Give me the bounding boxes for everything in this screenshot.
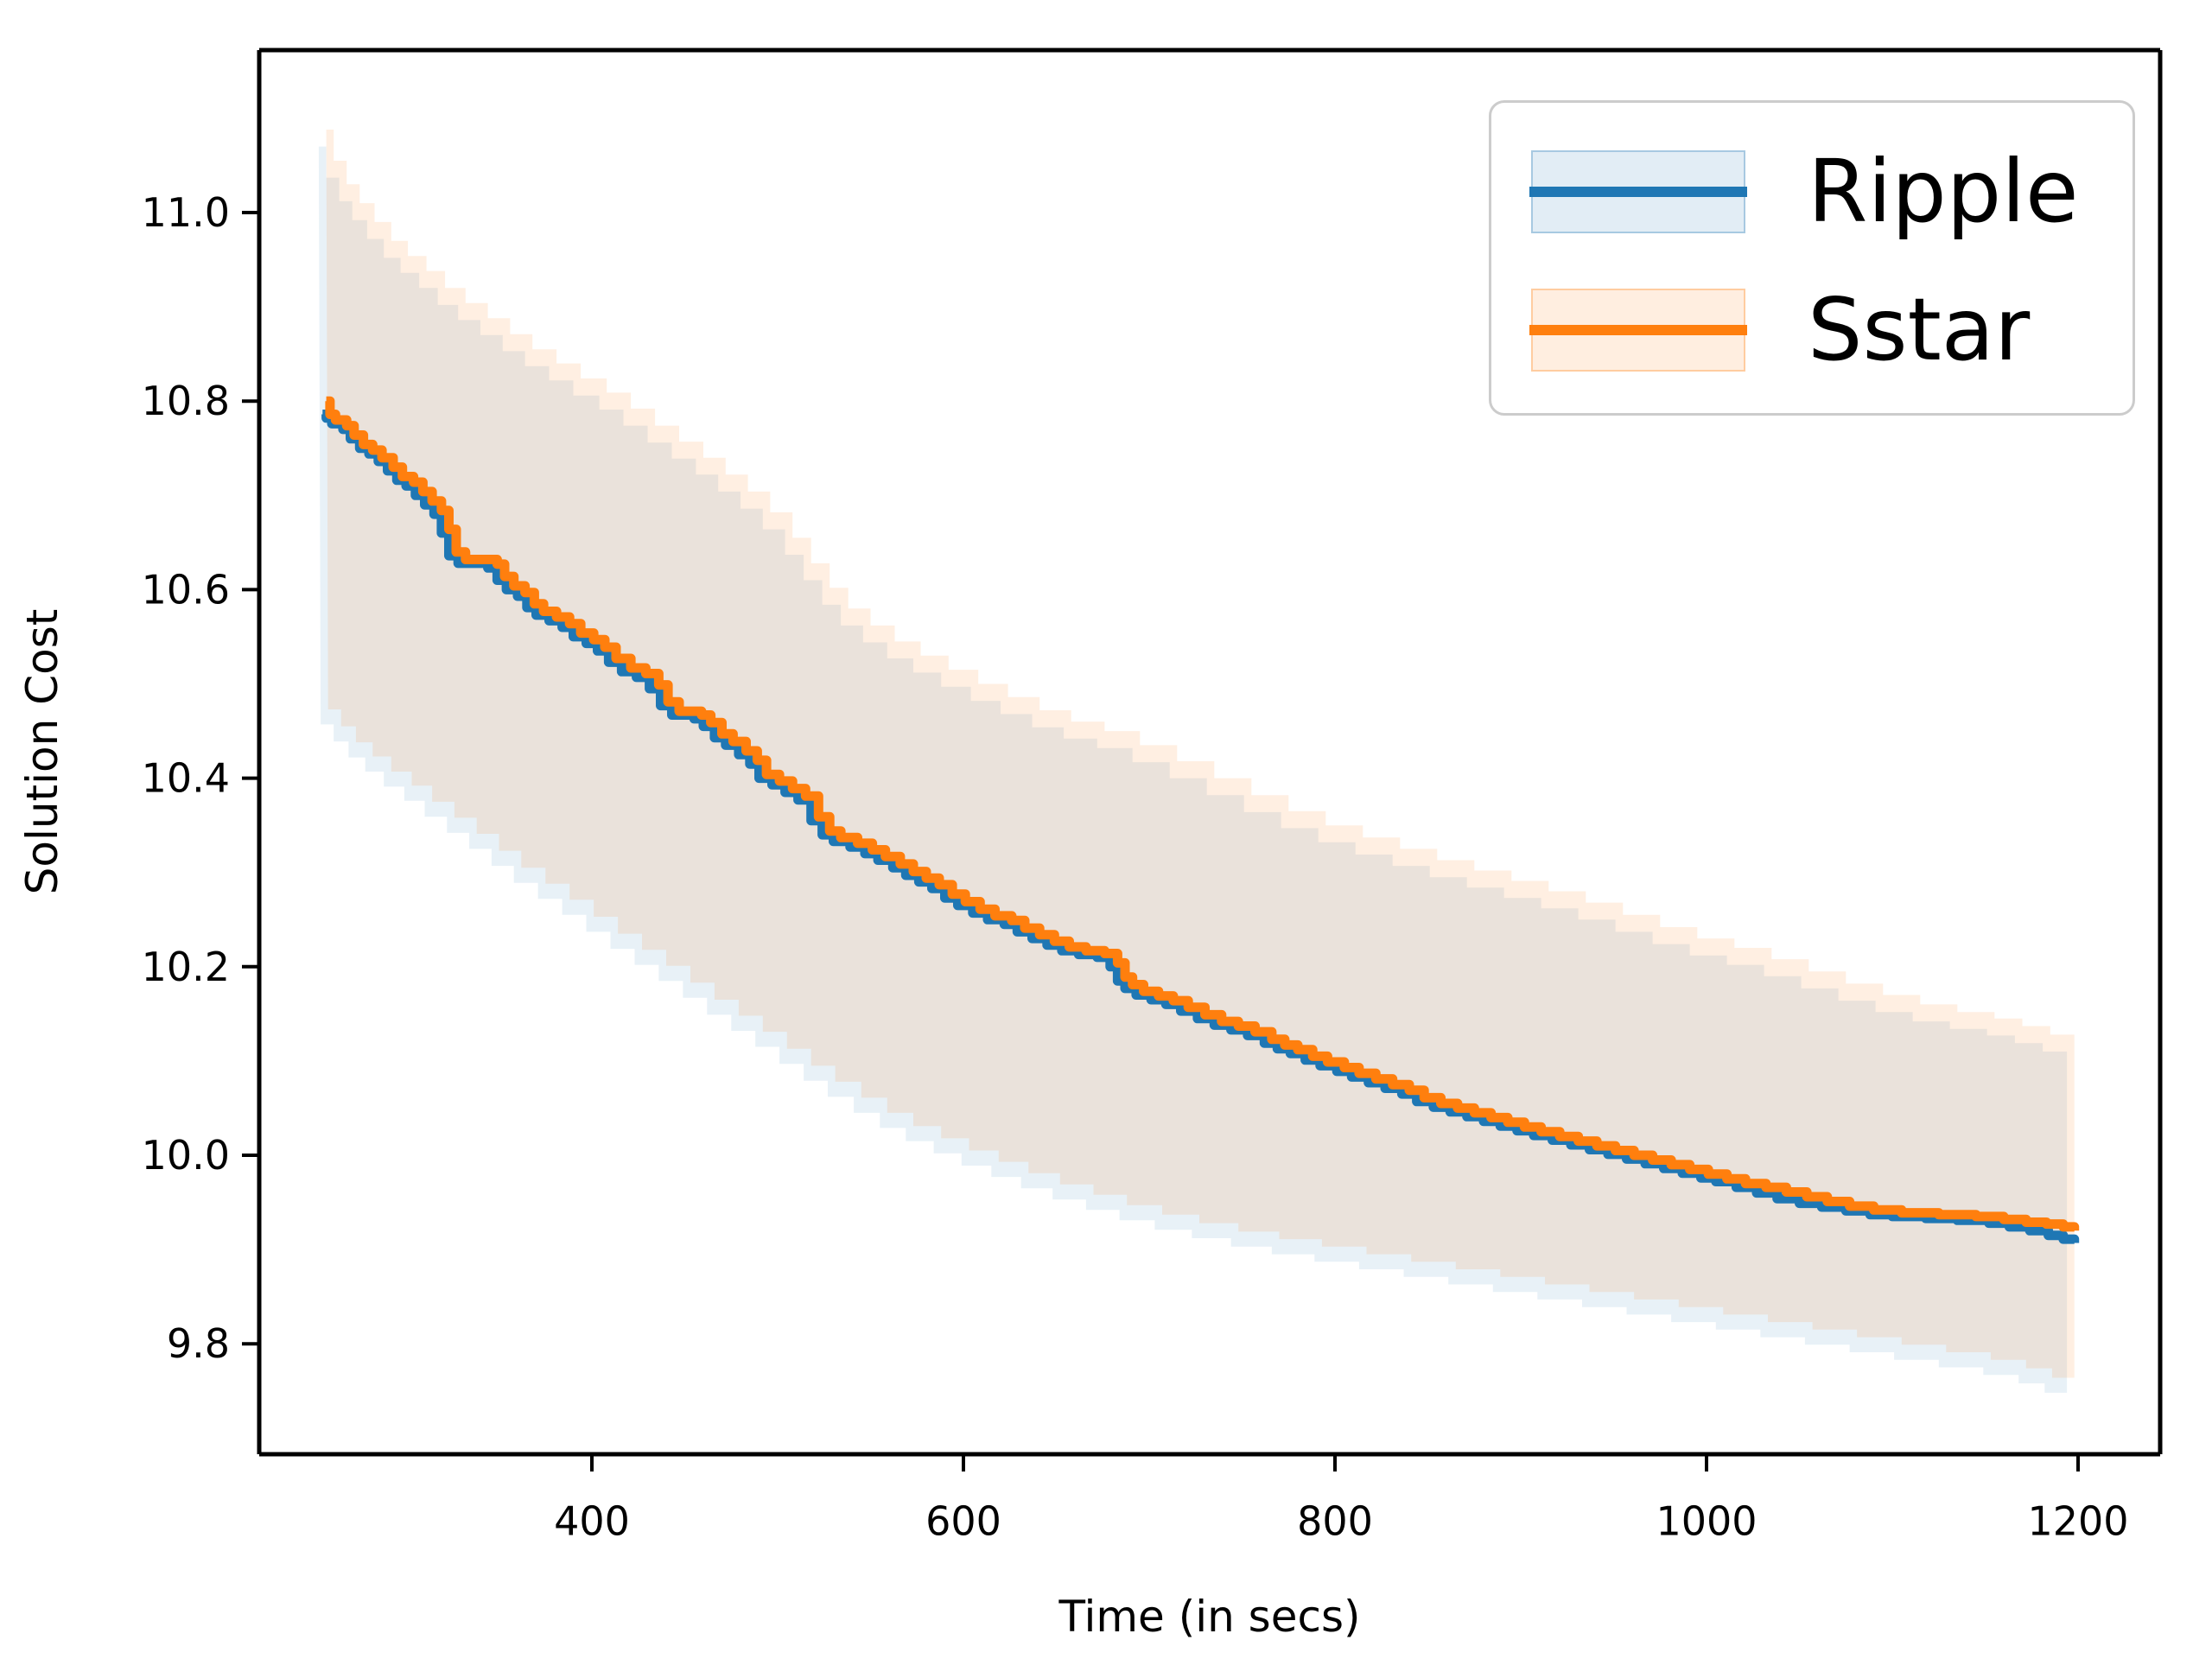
legend-label-sstar: Sstar: [1808, 279, 2031, 380]
legend-entry-ripple: Ripple: [1529, 141, 2133, 243]
ripple-line-swatch: [1529, 187, 1747, 197]
y-tick-label: 10.6: [142, 566, 230, 613]
legend-entry-sstar: Sstar: [1529, 279, 2133, 381]
x-tick-label: 800: [1297, 1497, 1373, 1544]
sstar-confidence-band: [326, 130, 2075, 1389]
ripple-confidence-band: [318, 146, 2068, 1403]
x-tick-label: 1000: [1656, 1497, 1757, 1544]
series-lines: [321, 396, 2080, 1244]
y-tick-label: 9.8: [167, 1320, 230, 1367]
x-tick-label: 600: [925, 1497, 1001, 1544]
x-tick-label: 400: [554, 1497, 630, 1544]
x-tick-label: 1200: [2027, 1497, 2128, 1544]
sstar-line: [325, 396, 2080, 1232]
y-tick-label: 10.0: [142, 1132, 230, 1179]
y-tick-label: 10.2: [142, 944, 230, 990]
legend-sample-ripple: [1529, 149, 1747, 235]
tick-marks: [242, 211, 2080, 1471]
confidence-bands: [318, 130, 2075, 1403]
tick-labels: 400 600 800 1000 1200 11.0 10.8 10.6 10.4 10.2 10.…: [142, 189, 2129, 1544]
legend-box: Ripple Sstar: [1489, 100, 2135, 416]
x-axis-label: Time (in secs): [1058, 1592, 1360, 1642]
y-tick-label: 11.0: [142, 189, 230, 236]
axes-frame: [257, 48, 2163, 1457]
legend-sample-sstar: [1529, 287, 1747, 373]
y-tick-label: 10.8: [142, 378, 230, 424]
legend-label-ripple: Ripple: [1808, 141, 2079, 242]
y-tick-label: 10.4: [142, 755, 230, 802]
sstar-line-swatch: [1529, 325, 1747, 335]
y-axis-label: Solution Cost: [17, 609, 67, 895]
